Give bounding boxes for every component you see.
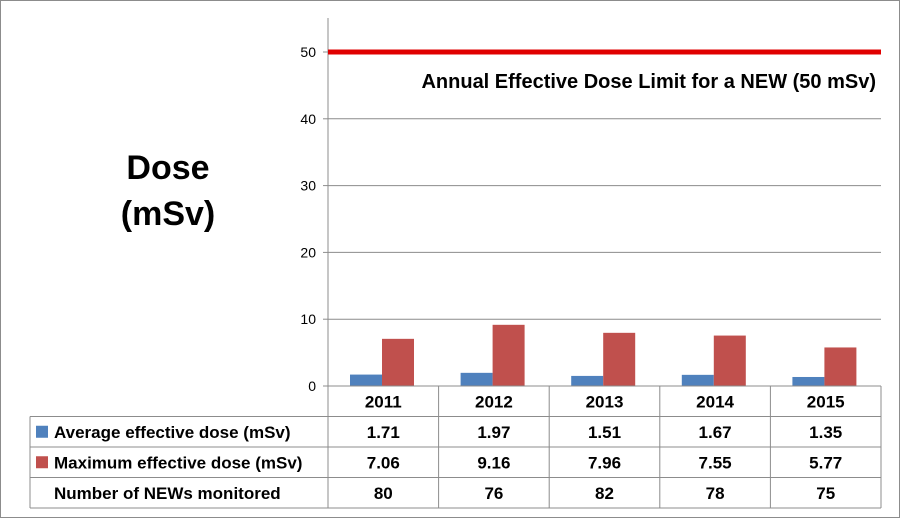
y-axis-label: Dose (mSv) bbox=[98, 145, 238, 237]
dose-limit-label: Annual Effective Dose Limit for a NEW (5… bbox=[421, 71, 876, 93]
data-label-news-count: 75 bbox=[816, 484, 835, 503]
data-label-news-count: 80 bbox=[374, 484, 393, 503]
x-tick-label: 2011 bbox=[365, 392, 402, 411]
x-tick-label: 2012 bbox=[475, 392, 513, 411]
y-axis-label-line2: (mSv) bbox=[120, 195, 216, 233]
data-label-maximum: 9.16 bbox=[477, 453, 510, 472]
data-label-average: 1.67 bbox=[699, 423, 732, 442]
y-tick-label: 10 bbox=[300, 311, 316, 327]
table-row-label-news-count: Number of NEWs monitored bbox=[54, 484, 281, 503]
y-tick-label: 50 bbox=[300, 44, 316, 60]
data-label-news-count: 82 bbox=[595, 484, 614, 503]
data-label-average: 1.51 bbox=[588, 423, 621, 442]
bar-maximum-2011 bbox=[382, 338, 414, 386]
dose-limit-line-group: Annual Effective Dose Limit for a NEW (5… bbox=[328, 49, 881, 93]
bar-average-2012 bbox=[460, 372, 493, 386]
x-tick-label: 2014 bbox=[696, 392, 734, 411]
table-row-label-average: Average effective dose (mSv) bbox=[54, 423, 291, 442]
x-tick-label: 2013 bbox=[586, 392, 624, 411]
table-row-label-maximum: Maximum effective dose (mSv) bbox=[54, 453, 302, 472]
bar-average-2013 bbox=[571, 375, 604, 386]
bar-average-2015 bbox=[792, 376, 825, 386]
y-tick-labels: 0 10 20 30 40 50 bbox=[300, 44, 316, 394]
bars bbox=[350, 324, 857, 386]
data-label-maximum: 7.06 bbox=[367, 453, 400, 472]
data-label-average: 1.35 bbox=[809, 423, 842, 442]
y-axis-label-line1: Dose bbox=[126, 149, 210, 187]
bar-maximum-2012 bbox=[492, 324, 525, 386]
data-label-average: 1.97 bbox=[477, 423, 510, 442]
bar-maximum-2014 bbox=[713, 335, 746, 386]
data-label-news-count: 76 bbox=[484, 484, 503, 503]
y-tick-label: 30 bbox=[300, 178, 316, 194]
data-label-maximum: 7.55 bbox=[699, 453, 732, 472]
legend-key-maximum bbox=[36, 456, 48, 469]
bar-maximum-2013 bbox=[603, 332, 636, 386]
y-tick-label: 0 bbox=[308, 378, 316, 394]
x-tick-label: 2015 bbox=[807, 392, 845, 411]
bar-maximum-2015 bbox=[824, 347, 857, 386]
data-label-news-count: 78 bbox=[706, 484, 725, 503]
data-label-average: 1.71 bbox=[367, 423, 400, 442]
data-table: 2011 2012 2013 2014 2015 Average effective do… bbox=[29, 385, 882, 509]
y-tick-label: 40 bbox=[300, 111, 316, 127]
y-tick-label: 20 bbox=[300, 244, 316, 260]
legend-key-average bbox=[36, 425, 48, 438]
bar-average-2014 bbox=[681, 374, 714, 386]
bar-average-2011 bbox=[350, 374, 382, 386]
data-label-maximum: 5.77 bbox=[809, 453, 842, 472]
data-label-maximum: 7.96 bbox=[588, 453, 621, 472]
